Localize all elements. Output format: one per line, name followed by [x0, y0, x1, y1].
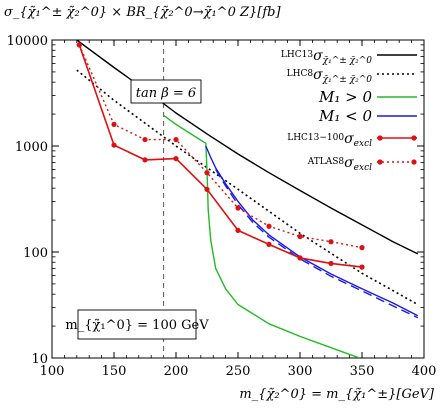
series-point-6-4 [204, 170, 210, 176]
legend-label-0: LHC13σχ̃₁^± χ̃₂^0 [281, 48, 372, 66]
legend-marker-5 [411, 159, 417, 165]
legend-main: σ [344, 131, 354, 147]
series-line-4 [215, 169, 419, 319]
series-point-5-7 [297, 255, 303, 261]
series-line-2 [163, 114, 360, 358]
legend-main: σ [313, 48, 323, 64]
legend-label-4: LHC13−100σexcl [287, 131, 372, 149]
x-tick-label-6: 400 [412, 364, 437, 379]
series-point-5-8 [328, 260, 334, 267]
series-line-6 [78, 44, 363, 249]
legend-label-1: LHC8σχ̃₁^± χ̃₂^0 [287, 67, 373, 85]
legend-prefix: LHC8 [287, 69, 314, 79]
legend-label-3: M₁ < 0 [318, 107, 372, 125]
legend-sub: excl [354, 139, 372, 149]
series-line-3 [205, 145, 419, 317]
legend-label-5: ATLAS8σexcl [307, 155, 372, 173]
y-tick-label-2: 1000 [15, 140, 48, 155]
legend-sub: χ̃₁^± χ̃₂^0 [322, 74, 373, 85]
x-tick-label-2: 200 [164, 364, 189, 379]
x-tick-label-3: 250 [226, 364, 251, 379]
legend-marker-4 [411, 135, 417, 141]
legend-prefix: ATLAS8 [307, 157, 345, 167]
series-point-5-9 [359, 264, 365, 270]
series-point-5-5 [235, 227, 241, 233]
y-axis-title: σ_{χ̃₁^± χ̃₂^0} × BR_{χ̃₂^0→χ̃₁^0 Z}[fb] [4, 5, 281, 20]
x-tick-label-0: 100 [40, 364, 65, 379]
legend-main: σ [313, 67, 323, 83]
series-point-5-6 [266, 241, 272, 247]
lsp-mass-label: m_{χ̃₁^0} = 100 GeV [65, 318, 209, 333]
series-point-6-0 [76, 42, 82, 48]
legend-label-2: M₁ > 0 [318, 88, 372, 106]
series-point-6-8 [328, 239, 334, 245]
legend-main: σ [344, 155, 354, 171]
tanbeta-label: tan β = 6 [136, 86, 196, 101]
series-point-6-6 [266, 223, 272, 229]
series-point-5-1 [111, 142, 117, 148]
series-point-6-2 [142, 136, 148, 143]
series-point-5-3 [173, 156, 179, 162]
lsp-mass-box [77, 309, 197, 340]
series-line-1 [76, 69, 419, 306]
y-tick-label-1: 100 [23, 246, 48, 261]
legend-sub: χ̃₁^± χ̃₂^0 [322, 55, 373, 66]
y-tick-label-0: 10 [31, 352, 48, 367]
legend-sub: excl [354, 163, 372, 173]
legend-prefix: LHC13−100 [287, 133, 344, 143]
series-point-6-7 [297, 233, 303, 240]
x-tick-label-5: 350 [350, 364, 375, 379]
series-point-5-4 [204, 186, 210, 192]
series-point-6-9 [359, 245, 365, 251]
series-point-5-2 [142, 157, 148, 163]
series-point-6-1 [111, 121, 117, 127]
series-point-6-5 [235, 205, 241, 211]
legend-prefix: LHC13 [281, 50, 313, 60]
x-tick-label-4: 300 [288, 364, 313, 379]
x-tick-label-1: 150 [102, 364, 127, 379]
tanbeta-box [130, 79, 202, 104]
series-line-5 [78, 44, 363, 268]
y-tick-label-3: 10000 [7, 34, 48, 49]
x-axis-title: m_{χ̃₂^0} = m_{χ̃₁^±}[GeV] [239, 387, 435, 402]
legend-marker-5 [377, 159, 383, 165]
series-point-6-3 [173, 136, 179, 143]
legend-marker-4 [377, 135, 383, 141]
